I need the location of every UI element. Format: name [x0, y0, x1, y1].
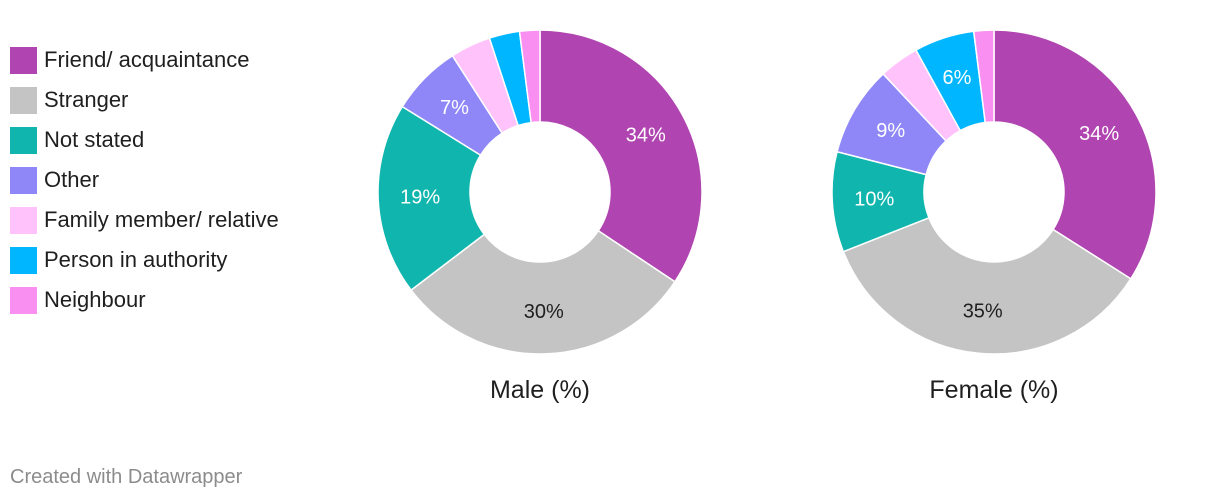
- legend-swatch: [10, 286, 37, 314]
- data-label-friend-acquaintance: 34%: [1079, 123, 1119, 145]
- legend-label: Other: [44, 167, 100, 192]
- slice-friend-acquaintance: [539, 29, 703, 283]
- legend-swatch: [10, 246, 37, 274]
- donut-charts: 34% 30% 19% 7% Male (%) 34% 35% 10% 9% 6% Female (…: [377, 29, 1157, 404]
- legend-swatch: [10, 206, 37, 234]
- legend-swatch: [10, 86, 37, 114]
- data-label-other: 9%: [876, 120, 905, 142]
- donut-chart-male: 34% 30% 19% 7% Male (%): [377, 29, 703, 404]
- chart-title: Male (%): [490, 376, 590, 404]
- legend-item-neighbour: Neighbour: [10, 280, 279, 320]
- legend-swatch: [10, 126, 37, 154]
- data-label-stranger: 30%: [524, 301, 564, 323]
- legend-label: Not stated: [44, 127, 145, 152]
- slice-friend-acquaintance: [993, 29, 1157, 280]
- legend: Friend/ acquaintance Stranger Not stated…: [10, 40, 279, 320]
- data-label-not-stated: 19%: [400, 187, 440, 209]
- data-label-not-stated: 10%: [854, 189, 894, 211]
- legend-item-other: Other: [10, 160, 279, 200]
- legend-item-family-member-relative: Family member/ relative: [10, 200, 279, 240]
- legend-item-stranger: Stranger: [10, 80, 279, 120]
- slice-neighbour: [518, 29, 541, 124]
- donut-chart-female: 34% 35% 10% 9% 6% Female (%): [831, 29, 1157, 404]
- slice-neighbour: [972, 29, 995, 124]
- legend-label: Family member/ relative: [44, 207, 279, 232]
- legend-item-person-in-authority: Person in authority: [10, 240, 279, 280]
- legend-label: Stranger: [44, 87, 129, 112]
- slice-stranger: [410, 229, 676, 355]
- legend-label: Person in authority: [44, 247, 228, 272]
- data-label-person-in-authority: 6%: [942, 67, 971, 89]
- footer-credit: Created with Datawrapper: [10, 466, 243, 488]
- data-label-stranger: 35%: [963, 300, 1003, 322]
- legend-item-not-stated: Not stated: [10, 120, 279, 160]
- chart-title: Female (%): [929, 376, 1058, 404]
- legend-label: Friend/ acquaintance: [44, 47, 250, 72]
- data-label-friend-acquaintance: 34%: [626, 124, 666, 146]
- legend-label: Neighbour: [44, 287, 146, 312]
- data-label-other: 7%: [440, 97, 469, 119]
- legend-swatch: [10, 166, 37, 194]
- legend-swatch: [10, 46, 37, 74]
- slice-stranger: [842, 216, 1132, 355]
- legend-item-friend-acquaintance: Friend/ acquaintance: [10, 40, 279, 80]
- slice-not-stated: [377, 105, 486, 292]
